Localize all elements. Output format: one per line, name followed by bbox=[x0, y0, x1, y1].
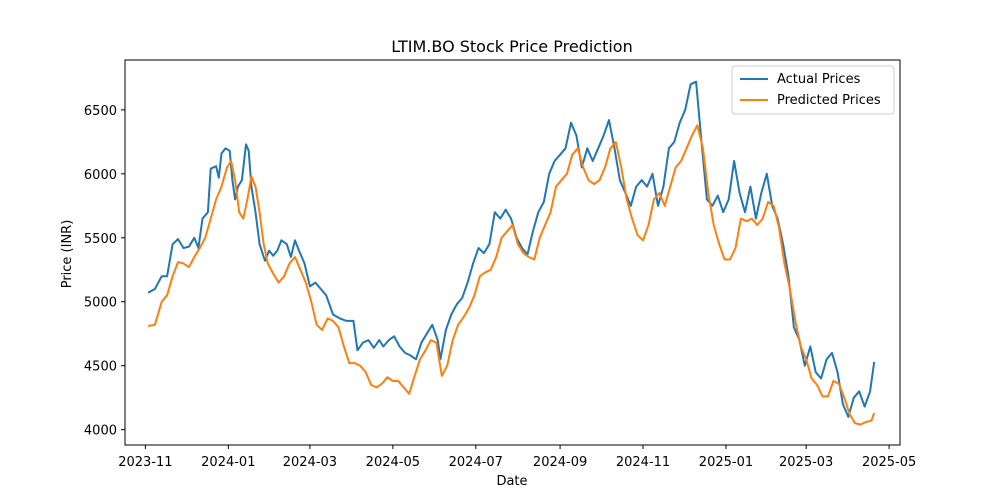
x-tick-label: 2025-03 bbox=[779, 455, 833, 470]
y-tick-label: 5500 bbox=[84, 232, 117, 247]
series-line-0 bbox=[147, 80, 876, 418]
y-axis: 4000 4500 5000 5500 6000 6500 bbox=[84, 104, 125, 439]
x-tick-label: 2024-01 bbox=[201, 455, 255, 470]
y-axis-title: Price (INR) bbox=[60, 220, 75, 289]
legend-label: Actual Prices bbox=[777, 72, 861, 87]
y-tick-label: 4500 bbox=[84, 360, 117, 375]
y-tick-label: 4000 bbox=[84, 424, 117, 439]
x-tick-label: 2024-07 bbox=[449, 455, 503, 470]
x-tick-label: 2024-11 bbox=[616, 455, 670, 470]
y-tick-label: 6500 bbox=[84, 104, 117, 119]
y-tick-label: 6000 bbox=[84, 168, 117, 183]
x-tick-label: 2025-05 bbox=[862, 455, 916, 470]
x-axis: 2023-11 2024-01 2024-03 2024-05 2024-07 2024-… bbox=[118, 445, 916, 470]
plot-area bbox=[124, 59, 901, 446]
plot-frame bbox=[124, 59, 901, 446]
x-tick-label: 2025-01 bbox=[699, 455, 753, 470]
legend-box bbox=[731, 65, 895, 115]
x-tick-label: 2024-09 bbox=[533, 455, 587, 470]
x-axis-title: Date bbox=[496, 474, 527, 489]
chart-title: LTIM.BO Stock Price Prediction bbox=[391, 37, 632, 56]
legend: Actual Prices Predicted Prices bbox=[731, 65, 895, 115]
legend-label: Predicted Prices bbox=[777, 93, 881, 108]
y-tick-label: 5000 bbox=[84, 296, 117, 311]
x-tick-label: 2024-03 bbox=[283, 455, 337, 470]
x-tick-label: 2024-05 bbox=[366, 455, 420, 470]
series-line-1 bbox=[147, 124, 876, 426]
x-tick-label: 2023-11 bbox=[118, 455, 172, 470]
